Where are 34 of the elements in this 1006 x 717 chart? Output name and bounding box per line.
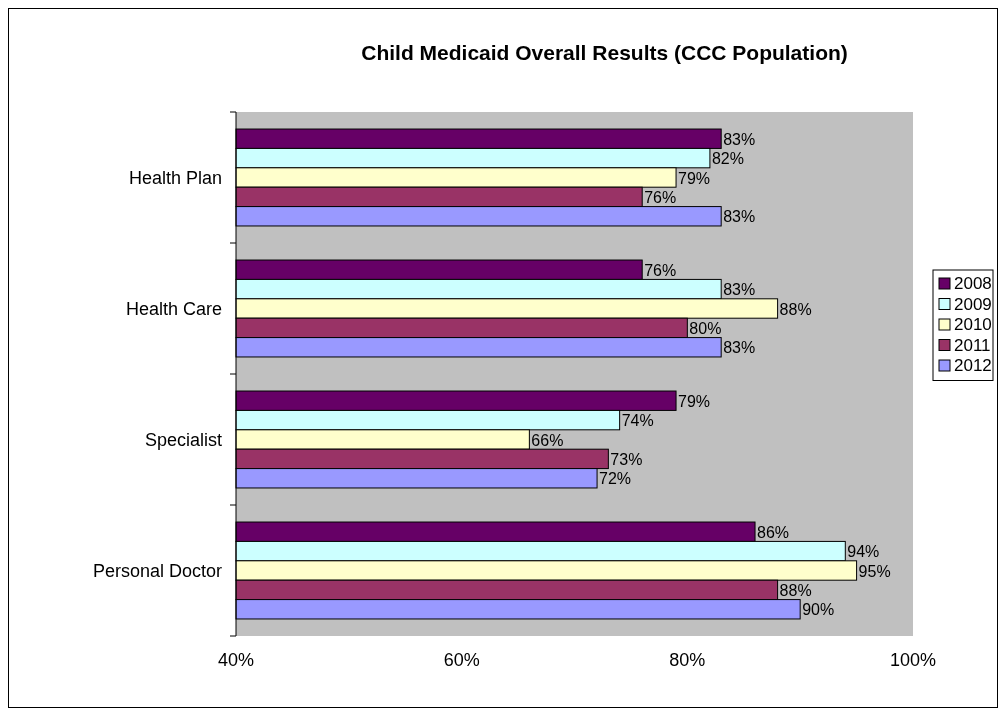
- y-tick-label: Health Plan: [128, 167, 222, 188]
- data-label: 80%: [689, 319, 722, 337]
- data-label: 82%: [711, 150, 744, 168]
- data-label: 83%: [723, 208, 756, 226]
- x-tick-label: 40%: [217, 650, 255, 670]
- data-label: 83%: [723, 130, 756, 148]
- data-label: 94%: [847, 543, 880, 561]
- data-label: 88%: [779, 581, 812, 599]
- data-label: 88%: [779, 300, 812, 318]
- legend-label: 2008: [954, 274, 992, 293]
- chart-title: Child Medicaid Overall Results (CCC Population): [361, 41, 848, 64]
- data-label: 76%: [644, 188, 677, 206]
- data-label: 79%: [678, 169, 711, 187]
- data-label: 76%: [644, 261, 677, 279]
- data-label: 83%: [723, 339, 756, 357]
- data-label: 95%: [858, 562, 891, 580]
- data-label: 66%: [531, 431, 564, 449]
- data-label: 86%: [757, 523, 790, 541]
- x-tick-label: 100%: [889, 650, 937, 670]
- data-label: 90%: [802, 601, 835, 619]
- x-tick-label: 80%: [669, 650, 706, 670]
- data-label: 73%: [610, 450, 643, 468]
- y-tick-label: Personal Doctor: [92, 560, 222, 581]
- legend-label: 2009: [954, 294, 992, 314]
- data-label: 79%: [678, 392, 711, 410]
- data-label: 83%: [723, 281, 756, 299]
- y-tick-label: Health Care: [125, 298, 222, 319]
- legend-label: 2010: [954, 315, 992, 334]
- legend-label: 2011: [954, 335, 991, 355]
- data-label: 74%: [621, 412, 654, 430]
- y-tick-label: Specialist: [144, 429, 222, 450]
- legend-label: 2012: [954, 356, 992, 375]
- data-label: 72%: [599, 470, 632, 488]
- x-tick-label: 60%: [443, 650, 480, 670]
